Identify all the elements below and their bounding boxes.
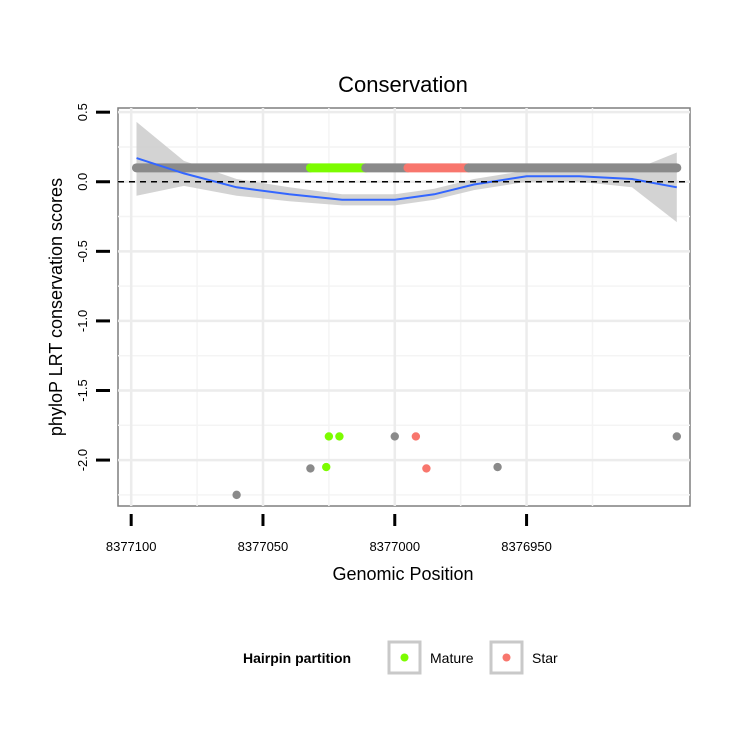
legend-label-mature: Mature bbox=[430, 650, 474, 666]
data-point-other bbox=[232, 490, 241, 500]
points-layer bbox=[232, 432, 682, 500]
x-tick-label: 8376950 bbox=[501, 539, 552, 554]
y-axis-title: phyloP LRT conservation scores bbox=[46, 178, 66, 436]
data-point-mature bbox=[335, 432, 344, 441]
smooth-trend-line bbox=[136, 157, 677, 201]
y-axis: 0.5 0.0 -0.5 -1.0 -1.5 -2.0 bbox=[75, 103, 110, 471]
y-tick-label: -2.0 bbox=[75, 449, 90, 471]
data-point-other bbox=[672, 432, 682, 441]
smooth-line-layer bbox=[136, 157, 677, 201]
legend-star-dot bbox=[502, 653, 511, 662]
data-point-other bbox=[493, 462, 502, 472]
x-axis-title: Genomic Position bbox=[332, 564, 473, 584]
legend-title: Hairpin partition bbox=[243, 650, 351, 666]
data-point-star bbox=[411, 432, 421, 441]
y-tick-label: 0.0 bbox=[75, 173, 90, 191]
confidence-ribbon bbox=[136, 121, 677, 223]
data-point-mature bbox=[324, 432, 334, 441]
legend: Hairpin partition Mature Star bbox=[243, 640, 558, 675]
x-tick-label: 8377100 bbox=[106, 539, 157, 554]
confidence-ribbon-layer bbox=[136, 121, 677, 223]
x-axis: 8377100 8377050 8377000 8376950 bbox=[106, 514, 552, 554]
y-tick-label: -1.5 bbox=[75, 379, 90, 401]
data-point-mature bbox=[322, 462, 331, 472]
legend-label-star: Star bbox=[532, 650, 558, 666]
y-tick-label: -1.0 bbox=[75, 310, 90, 332]
legend-mature-dot bbox=[400, 653, 409, 662]
y-tick-label: -0.5 bbox=[75, 240, 90, 262]
chart-title: Conservation bbox=[338, 72, 468, 97]
x-tick-label: 8377050 bbox=[238, 539, 289, 554]
y-tick-label: 0.5 bbox=[75, 103, 90, 121]
x-tick-label: 8377000 bbox=[369, 539, 420, 554]
data-point-other bbox=[390, 432, 399, 441]
data-point-star bbox=[422, 464, 431, 473]
data-point-other bbox=[306, 464, 315, 473]
